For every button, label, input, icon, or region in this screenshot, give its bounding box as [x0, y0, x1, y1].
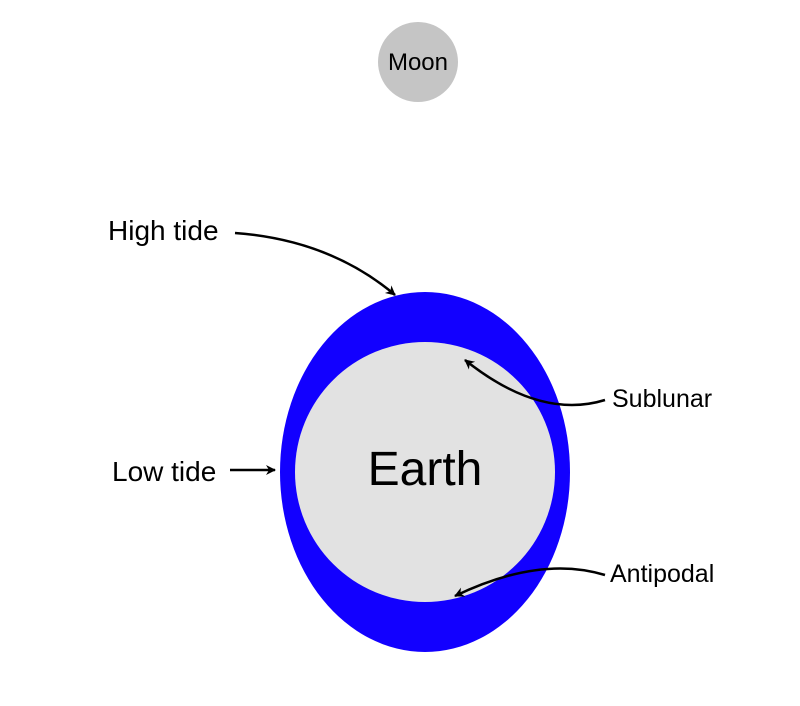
tide-diagram: Moon Earth — [0, 0, 800, 706]
low-tide-label: Low tide — [112, 456, 216, 488]
moon-label: Moon — [388, 49, 448, 76]
earth-label: Earth — [368, 443, 483, 496]
sublunar-label: Sublunar — [612, 385, 712, 414]
antipodal-label: Antipodal — [610, 560, 714, 589]
high-tide-arrow — [235, 233, 395, 295]
high-tide-label: High tide — [108, 215, 219, 247]
